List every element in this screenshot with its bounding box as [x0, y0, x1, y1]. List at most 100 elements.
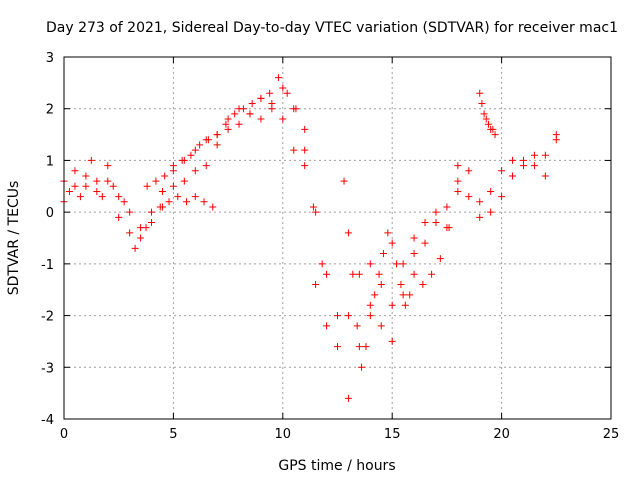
data-point	[344, 229, 352, 237]
data-point	[484, 120, 492, 128]
data-point	[334, 343, 341, 351]
data-point	[419, 281, 427, 289]
data-point	[200, 198, 208, 206]
data-point	[268, 105, 276, 113]
data-point	[104, 162, 112, 170]
data-point	[235, 120, 243, 128]
data-point	[231, 110, 239, 118]
chart-title: Day 273 of 2021, Sidereal Day-to-day VTE…	[46, 20, 618, 36]
data-point	[257, 115, 265, 123]
data-point	[65, 187, 73, 195]
data-point	[487, 187, 495, 195]
data-point	[482, 115, 490, 123]
data-point	[109, 182, 117, 190]
data-point	[266, 89, 274, 97]
data-point	[476, 213, 484, 221]
data-point	[530, 162, 538, 170]
data-point	[156, 203, 164, 211]
data-point	[301, 162, 309, 170]
data-point	[283, 89, 291, 97]
data-point	[379, 250, 387, 258]
x-tick-label: 25	[603, 427, 620, 442]
data-point	[362, 343, 370, 351]
data-point	[454, 177, 462, 185]
data-point	[290, 146, 298, 154]
data-point	[169, 182, 177, 190]
data-point	[353, 322, 361, 330]
y-tick-label: -2	[41, 310, 54, 325]
x-axis-label: GPS time / hours	[278, 458, 395, 474]
data-point	[323, 270, 331, 278]
data-point	[410, 250, 418, 258]
data-point	[509, 172, 517, 180]
data-point	[355, 343, 363, 351]
series-2	[60, 105, 560, 351]
data-point	[213, 131, 221, 139]
data-point	[399, 260, 407, 268]
series-5	[340, 162, 462, 371]
data-point	[180, 177, 188, 185]
y-tick-label: 0	[46, 206, 54, 221]
data-point	[191, 146, 199, 154]
data-point	[478, 100, 486, 108]
data-point	[498, 193, 506, 201]
data-point	[246, 110, 254, 118]
data-point	[274, 74, 282, 82]
data-point	[165, 198, 173, 206]
x-tick-label: 15	[384, 427, 401, 442]
data-point	[131, 244, 139, 252]
data-point	[257, 94, 265, 102]
x-tick-label: 5	[169, 427, 177, 442]
series-6	[476, 89, 499, 139]
data-point	[465, 193, 473, 201]
data-point	[541, 172, 549, 180]
x-tick-label: 10	[275, 427, 292, 442]
data-point	[323, 322, 331, 330]
data-point	[312, 281, 320, 289]
data-point	[428, 270, 436, 278]
data-point	[454, 162, 462, 170]
data-point	[98, 193, 106, 201]
data-point	[292, 105, 300, 113]
data-point	[377, 281, 385, 289]
axis-ticks: 0 5 10 15 20 25 -4 -3 -2 -1 0 1 2 3	[41, 51, 619, 442]
data-point	[465, 167, 473, 175]
series-1	[60, 84, 560, 402]
data-point	[169, 162, 177, 170]
data-point	[375, 270, 383, 278]
data-point	[93, 187, 101, 195]
data-point	[202, 162, 210, 170]
data-point	[126, 229, 134, 237]
data-point	[454, 187, 462, 195]
data-point	[541, 151, 549, 159]
data-point	[120, 198, 128, 206]
data-point	[191, 167, 199, 175]
y-tick-label: 1	[46, 154, 54, 169]
y-tick-label: 2	[46, 103, 54, 118]
y-tick-label: -4	[41, 413, 54, 428]
y-tick-label: 3	[46, 51, 54, 66]
data-point	[178, 156, 186, 164]
data-point	[421, 239, 429, 247]
data-point	[309, 203, 317, 211]
data-point	[318, 260, 326, 268]
data-point	[498, 167, 506, 175]
data-point	[115, 213, 123, 221]
data-point	[432, 218, 440, 226]
data-point	[509, 156, 517, 164]
data-point	[530, 151, 538, 159]
data-point	[71, 182, 79, 190]
data-point	[491, 131, 499, 139]
data-point	[301, 125, 309, 133]
data-point	[82, 182, 90, 190]
data-point	[191, 193, 199, 201]
data-point	[487, 208, 495, 216]
data-point	[443, 203, 451, 211]
data-point	[476, 89, 484, 97]
data-point	[393, 260, 401, 268]
data-points	[60, 74, 560, 402]
data-point	[384, 229, 392, 237]
data-point	[71, 167, 79, 175]
y-tick-label: -1	[41, 258, 54, 273]
